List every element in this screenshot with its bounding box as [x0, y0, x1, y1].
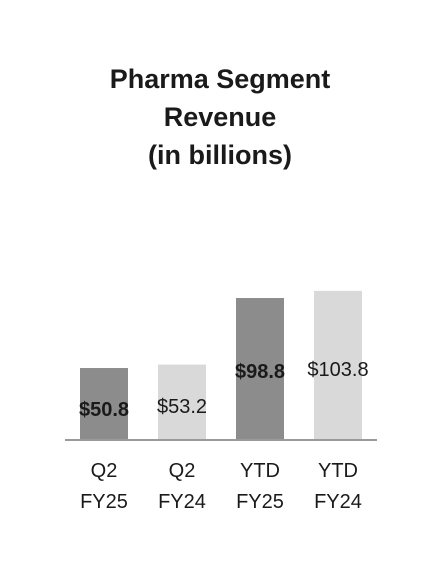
category-labels: Q2 FY25 Q2 FY24 YTD FY25 YTD FY24 — [80, 460, 362, 513]
category-label-1-line-1: Q2 — [91, 460, 118, 482]
data-label-2: $53.2 — [157, 396, 207, 418]
bar-4 — [314, 290, 362, 440]
chart-title-line-3: (in billions) — [148, 140, 292, 170]
category-label-3-line-1: YTD — [240, 460, 280, 482]
chart-title-line-2: Revenue — [164, 102, 277, 132]
data-label-4: $103.8 — [307, 359, 368, 381]
bars-layer — [80, 290, 362, 440]
category-label-1-line-2: FY25 — [80, 491, 128, 513]
data-label-1: $50.8 — [79, 399, 129, 421]
category-label-4-line-2: FY24 — [314, 491, 362, 513]
labels-layer: $50.8 $53.2 $98.8 $103.8 — [79, 359, 369, 421]
bar-1 — [80, 368, 128, 440]
chart-title: Pharma Segment Revenue (in billions) — [110, 64, 331, 170]
category-label-2-line-1: Q2 — [169, 460, 196, 482]
bar-3 — [236, 298, 284, 440]
category-label-2-line-2: FY24 — [158, 491, 206, 513]
category-label-3-line-2: FY25 — [236, 491, 284, 513]
data-label-3: $98.8 — [235, 361, 285, 383]
bar-2 — [158, 364, 206, 440]
category-label-4-line-1: YTD — [318, 460, 358, 482]
chart-title-line-1: Pharma Segment — [110, 64, 331, 94]
